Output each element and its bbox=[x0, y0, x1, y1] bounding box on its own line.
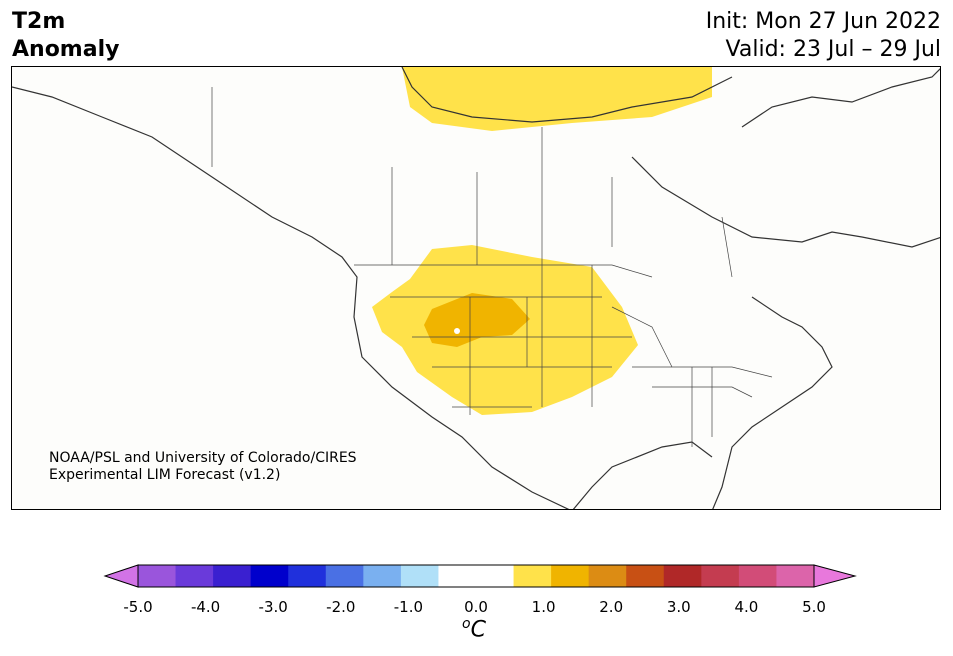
colorbar-cell bbox=[588, 565, 627, 587]
credit-line-2: Experimental LIM Forecast (v1.2) bbox=[49, 467, 281, 483]
colorbar-cell bbox=[138, 565, 177, 587]
colorbar-cell bbox=[776, 565, 815, 587]
anomaly-region-core bbox=[424, 293, 530, 347]
colorbar-cell bbox=[438, 565, 477, 587]
credit-line-1: NOAA/PSL and University of Colorado/CIRE… bbox=[49, 450, 357, 466]
colorbar-cell bbox=[288, 565, 327, 587]
colorbar-cell bbox=[363, 565, 402, 587]
colorbar-cell bbox=[551, 565, 590, 587]
colorbar-cell bbox=[626, 565, 665, 587]
valid-range: Valid: 23 Jul – 29 Jul bbox=[725, 37, 941, 62]
colorbar-cell bbox=[738, 565, 777, 587]
basemap bbox=[12, 67, 940, 509]
unit-label: oC bbox=[462, 616, 486, 642]
colorbar-tick-label: -4.0 bbox=[190, 598, 221, 616]
colorbar-tick-label: 3.0 bbox=[666, 598, 691, 616]
quantity-label: Anomaly bbox=[12, 37, 120, 62]
colorbar-tick-label: 0.0 bbox=[464, 598, 488, 616]
coastlines bbox=[12, 67, 940, 509]
init-date: Init: Mon 27 Jun 2022 bbox=[705, 9, 941, 34]
colorbar-cell bbox=[325, 565, 364, 587]
colorbar-tick-label: -1.0 bbox=[393, 598, 424, 616]
unit-prefix: o bbox=[462, 616, 471, 632]
colorbar-cells bbox=[103, 564, 857, 588]
colorbar-cell bbox=[513, 565, 552, 587]
colorbar-cell bbox=[250, 565, 289, 587]
map-title: T2m Anomaly bbox=[12, 8, 119, 64]
forecast-dates: Init: Mon 27 Jun 2022 Valid: 23 Jul – 29… bbox=[706, 8, 941, 64]
colorbar-tick-label: 5.0 bbox=[802, 598, 826, 616]
credit-text: NOAA/PSL and University of Colorado/CIRE… bbox=[49, 450, 357, 484]
colorbar-cell bbox=[175, 565, 214, 587]
colorbar-tick-label: 1.0 bbox=[531, 598, 556, 616]
variable-label: T2m bbox=[12, 9, 66, 34]
colorbar-tick-label: -2.0 bbox=[326, 598, 356, 616]
colorbar-tick-label: -5.0 bbox=[123, 598, 153, 616]
colorbar-cell bbox=[213, 565, 252, 587]
map-panel: NOAA/PSL and University of Colorado/CIRE… bbox=[11, 66, 941, 510]
colorbar-extend-low bbox=[103, 564, 139, 588]
colorbar-tick-label: 2.0 bbox=[599, 598, 624, 616]
colorbar-tick-label: 4.0 bbox=[734, 598, 759, 616]
colorbar-cell bbox=[663, 565, 702, 587]
colorbar-tick-label: -3.0 bbox=[258, 598, 288, 616]
colorbar bbox=[103, 564, 857, 588]
anomaly-region-arctic bbox=[402, 67, 712, 131]
colorbar-border bbox=[137, 564, 815, 588]
unit-symbol: C bbox=[470, 617, 486, 643]
colorbar-cell bbox=[701, 565, 740, 587]
political-boundaries bbox=[211, 87, 773, 447]
colorbar-cell bbox=[476, 565, 515, 587]
colorbar-cell bbox=[400, 565, 439, 587]
colorbar-extend-high bbox=[813, 564, 857, 588]
